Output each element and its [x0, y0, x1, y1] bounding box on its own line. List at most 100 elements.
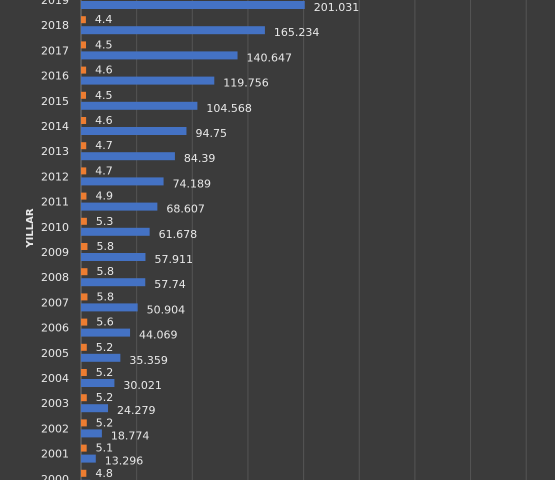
category-label: 2003 [41, 397, 69, 410]
bar-series-1 [81, 419, 87, 427]
data-label: 94.75 [195, 127, 227, 140]
bar-series-2 [81, 429, 102, 438]
category-label: 2006 [41, 322, 69, 335]
bar-series-1 [81, 343, 87, 351]
bar-series-2 [81, 303, 138, 312]
data-label: 35.359 [129, 354, 168, 367]
data-label: 5.8 [96, 265, 114, 278]
data-label: 201.031 [314, 1, 360, 14]
bar-series-2 [81, 253, 146, 261]
bar-series-2 [81, 227, 150, 236]
category-label: 2009 [41, 246, 69, 259]
data-label: 57.74 [154, 278, 186, 291]
data-label: 5.8 [96, 240, 114, 253]
bar-series-1 [81, 192, 87, 200]
bar-series-2 [81, 202, 158, 211]
data-label: 4.9 [95, 190, 113, 203]
data-label: 68.607 [166, 203, 205, 216]
bar-series-1 [81, 167, 87, 175]
bar-series-1 [81, 444, 87, 452]
data-label: 24.279 [117, 404, 155, 417]
bar-series-2 [81, 127, 187, 135]
data-label: 4.5 [95, 89, 113, 102]
category-label: 2013 [41, 145, 69, 158]
data-label: 4.4 [95, 0, 113, 1]
bar-series-1 [81, 369, 87, 376]
bar-series-2 [81, 379, 115, 387]
bar-series-2 [81, 278, 146, 287]
category-label: 2017 [41, 44, 69, 57]
data-label: 119.756 [223, 77, 269, 90]
data-label: 44.069 [139, 329, 178, 342]
category-label: 2015 [41, 95, 69, 108]
data-label: 57.911 [154, 253, 193, 266]
category-label: 2007 [41, 296, 69, 309]
data-label: 4.6 [95, 114, 113, 127]
bar-series-1 [81, 66, 87, 74]
data-label: 4.4 [95, 13, 113, 26]
bar-series-2 [81, 152, 175, 161]
bar-series-1 [81, 142, 87, 150]
bar-series-1 [81, 469, 87, 477]
bar-series-2 [81, 177, 164, 186]
bar-series-2 [81, 353, 121, 362]
data-label: 4.8 [95, 467, 113, 480]
bar-series-1 [81, 243, 88, 250]
bar-series-1 [81, 293, 88, 301]
bar-series-1 [81, 217, 87, 225]
data-label: 5.6 [96, 316, 114, 329]
data-label: 30.021 [123, 379, 162, 392]
data-label: 4.7 [95, 164, 113, 177]
data-label: 5.8 [96, 290, 114, 303]
data-label: 5.2 [96, 416, 114, 429]
bar-series-1 [81, 41, 87, 49]
bar-series [81, 1, 305, 480]
category-label: 2001 [41, 448, 69, 461]
bar-series-2 [81, 454, 96, 463]
bar-series-2 [81, 26, 265, 35]
data-label: 4.5 [95, 38, 113, 51]
bar-series-2 [81, 51, 238, 60]
y-axis-title: YILLAR [25, 208, 36, 248]
data-label: 5.2 [96, 341, 114, 354]
category-label: 2004 [41, 372, 69, 385]
category-label: 2000 [41, 473, 69, 480]
category-label: 2002 [41, 422, 69, 435]
data-labels: 4.4 201.031 4.4 165.234 4.5 140.647 4.6 119.756… [95, 0, 359, 480]
category-labels: 2019 2018 2017 2016 2015 2014 2013 2012 2011 2010… [41, 0, 69, 480]
bar-series-1 [81, 394, 87, 402]
bar-series-2 [81, 328, 131, 337]
category-label: 2005 [41, 347, 69, 360]
bar-series-1 [81, 91, 87, 99]
category-label: 2014 [41, 120, 69, 133]
category-label: 2011 [41, 196, 69, 209]
bar-series-2 [81, 76, 215, 85]
category-label: 2018 [41, 19, 69, 32]
data-label: 18.774 [111, 429, 150, 442]
bar-series-1 [81, 16, 86, 24]
data-label: 165.234 [274, 26, 320, 39]
data-label: 74.189 [173, 177, 212, 190]
bar-series-1 [81, 318, 88, 326]
category-label: 2008 [41, 271, 69, 284]
data-label: 13.296 [105, 455, 144, 468]
data-label: 5.2 [96, 391, 114, 404]
data-label: 4.6 [95, 64, 113, 77]
category-label: 2010 [41, 221, 69, 234]
data-label: 5.1 [96, 442, 114, 455]
data-label: 140.647 [247, 51, 292, 64]
bar-series-2 [81, 1, 305, 9]
data-label: 104.568 [206, 102, 252, 115]
data-label: 5.2 [96, 366, 114, 379]
category-label: 2019 [41, 0, 69, 7]
category-label: 2012 [41, 170, 69, 183]
data-label: 5.3 [96, 215, 114, 228]
data-label: 84.39 [184, 152, 216, 165]
bar-series-1 [81, 117, 87, 124]
bar-series-1 [81, 268, 88, 276]
bar-series-2 [81, 404, 109, 413]
category-label: 2016 [41, 70, 69, 83]
data-label: 61.678 [159, 228, 198, 241]
data-label: 50.904 [147, 303, 186, 316]
